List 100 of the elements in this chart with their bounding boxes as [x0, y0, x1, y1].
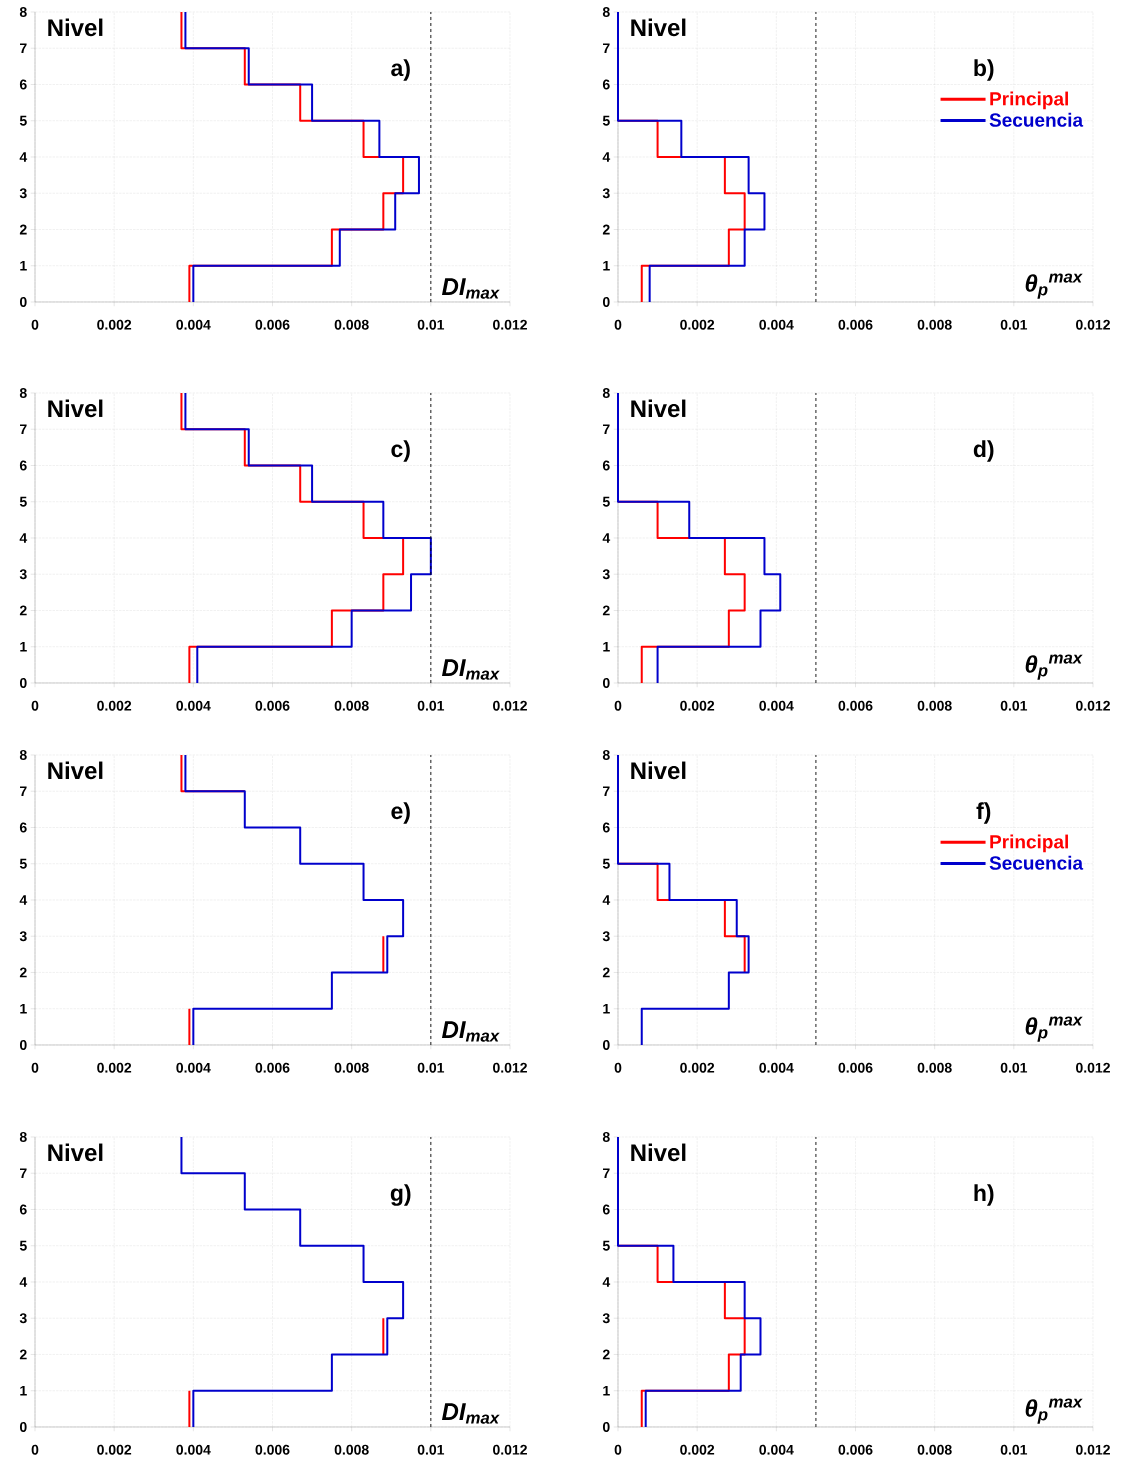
- x-tick-label: 0: [614, 1444, 622, 1455]
- y-tick-label: 7: [20, 786, 27, 797]
- x-tick-label: 0.008: [334, 1444, 369, 1455]
- x-tick-label: 0.006: [838, 700, 873, 711]
- y-tick-label: 0: [602, 678, 610, 688]
- y-tick-label: 2: [19, 224, 27, 235]
- ref-line-label: θ$_{p}$max: [1025, 273, 1083, 299]
- y-tick-label: 4: [602, 895, 611, 905]
- y-tick-label: 3: [602, 188, 610, 199]
- x-tick-label: 0: [31, 700, 39, 711]
- y-tick-label: 5: [19, 115, 27, 126]
- y-tick-label: 6: [19, 79, 27, 90]
- x-tick-label: 0.008: [334, 700, 369, 711]
- ref-line-label: θ$_{p}$max: [1025, 654, 1083, 680]
- legend-label: Principal: [990, 834, 1068, 853]
- ref-line-label: DI$_{max}$: [441, 1403, 500, 1424]
- y-tick-label: 0: [602, 297, 610, 307]
- text: g): [390, 1184, 411, 1206]
- y-tick-label: 6: [19, 1204, 27, 1215]
- text: f): [976, 802, 991, 824]
- x-tick-label: 0.01: [417, 1062, 445, 1073]
- y-axis-title: Nivel: [631, 761, 686, 780]
- y-tick-label: 7: [603, 43, 610, 54]
- x-tick-label: 0.01: [417, 1444, 445, 1455]
- y-tick-label: 5: [602, 1240, 610, 1251]
- x-tick-label: 0.01: [1000, 1444, 1028, 1455]
- y-tick-label: 7: [20, 424, 27, 435]
- legend-label: Secuencia: [989, 855, 1084, 870]
- text: a): [391, 59, 410, 81]
- y-tick-label: 6: [602, 460, 610, 471]
- x-tick-label: 0.004: [176, 319, 211, 330]
- x-tick-label: 0: [31, 319, 39, 330]
- x-tick-label: 0.002: [680, 1444, 715, 1455]
- y-tick-label: 6: [602, 822, 610, 833]
- legend-label: Principal: [990, 91, 1068, 110]
- text: c): [391, 440, 410, 462]
- y-tick-label: 5: [19, 1240, 27, 1251]
- y-tick-label: 1: [20, 1003, 27, 1014]
- ref-line-label: DI$_{max}$: [441, 1021, 500, 1042]
- x-tick-label: 0.002: [680, 1062, 715, 1073]
- x-tick-label: 0.006: [838, 1444, 873, 1455]
- y-tick-label: 3: [602, 931, 610, 942]
- y-axis-title: Nivel: [48, 1143, 103, 1162]
- x-tick-label: 0.008: [917, 1444, 952, 1455]
- y-tick-label: 3: [602, 569, 610, 580]
- x-tick-label: 0: [31, 1444, 39, 1455]
- y-axis-title: Nivel: [48, 18, 103, 37]
- y-tick-label: 1: [20, 641, 27, 652]
- x-tick-label: 0.012: [1076, 1444, 1110, 1455]
- y-axis-title: Nivel: [631, 399, 686, 418]
- y-tick-label: 8: [602, 1132, 610, 1142]
- x-tick-label: 0.002: [97, 319, 132, 330]
- y-tick-label: 7: [603, 1168, 610, 1179]
- y-tick-label: 2: [19, 967, 27, 978]
- text: b): [974, 59, 994, 81]
- x-tick-label: 0.01: [1000, 1062, 1028, 1073]
- x-tick-label: 0.004: [176, 700, 211, 711]
- x-tick-label: 0.006: [255, 319, 290, 330]
- x-tick-label: 0.006: [838, 1062, 873, 1073]
- x-tick-label: 0: [614, 1062, 622, 1073]
- y-tick-label: 1: [603, 641, 610, 652]
- y-tick-label: 6: [19, 460, 27, 471]
- y-tick-label: 8: [19, 388, 27, 398]
- y-tick-label: 8: [602, 750, 610, 760]
- y-axis-title: Nivel: [48, 399, 103, 418]
- y-tick-label: 2: [602, 967, 610, 978]
- y-tick-label: 4: [19, 895, 28, 905]
- legend-label: Secuencia: [989, 112, 1084, 127]
- x-tick-label: 0.008: [334, 319, 369, 330]
- y-tick-label: 0: [602, 1040, 610, 1050]
- x-tick-label: 0: [31, 1062, 39, 1073]
- x-tick-label: 0.004: [759, 700, 794, 711]
- y-tick-label: 8: [602, 388, 610, 398]
- x-tick-label: 0.004: [176, 1444, 211, 1455]
- x-tick-label: 0.008: [334, 1062, 369, 1073]
- x-tick-label: 0: [614, 700, 622, 711]
- x-tick-label: 0.002: [680, 319, 715, 330]
- x-tick-label: 0.002: [97, 1062, 132, 1073]
- y-tick-label: 4: [602, 152, 611, 162]
- y-tick-label: 1: [603, 1003, 610, 1014]
- y-tick-label: 6: [602, 1204, 610, 1215]
- x-tick-label: 0.012: [493, 700, 527, 711]
- y-tick-label: 6: [602, 79, 610, 90]
- y-tick-label: 8: [19, 7, 27, 17]
- y-tick-label: 2: [602, 605, 610, 616]
- y-axis-title: Nivel: [631, 18, 686, 37]
- y-tick-label: 3: [19, 1313, 27, 1324]
- x-tick-label: 0.012: [1076, 1062, 1110, 1073]
- y-tick-label: 1: [20, 1385, 27, 1396]
- x-tick-label: 0.008: [917, 1062, 952, 1073]
- y-tick-label: 0: [19, 297, 27, 307]
- y-tick-label: 4: [602, 1277, 611, 1287]
- y-tick-label: 4: [602, 533, 611, 543]
- y-tick-label: 5: [19, 858, 27, 869]
- x-tick-label: 0.004: [759, 319, 794, 330]
- x-tick-label: 0.004: [176, 1062, 211, 1073]
- y-tick-label: 0: [19, 678, 27, 688]
- x-tick-label: 0.004: [759, 1062, 794, 1073]
- y-tick-label: 8: [19, 750, 27, 760]
- x-tick-label: 0.002: [97, 1444, 132, 1455]
